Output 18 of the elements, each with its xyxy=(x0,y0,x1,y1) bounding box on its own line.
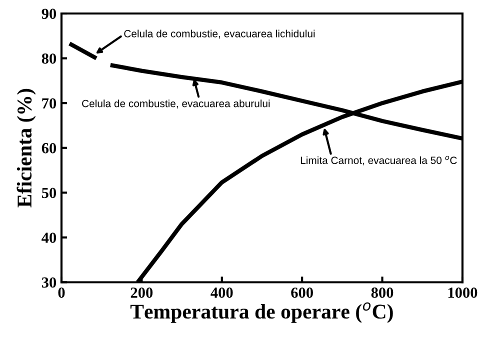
x-tick-label: 800 xyxy=(371,288,394,298)
y-tick-label: 60 xyxy=(42,143,56,154)
y-axis-title: Eficienta (%) xyxy=(16,88,36,208)
y-tick-label: 80 xyxy=(42,53,56,64)
x-tick-label: 0 xyxy=(58,288,65,298)
x-axis-title: Temperatura de operare ($^{o}$C) xyxy=(130,302,393,323)
x-tick-label: 400 xyxy=(210,288,233,298)
annotation: Celula de combustie, evacuarea aburului xyxy=(82,100,270,108)
x-tick-label: 1000 xyxy=(448,288,478,298)
x-tick-label: 200 xyxy=(130,288,153,298)
y-tick-label: 70 xyxy=(42,98,56,109)
y-tick-label: 30 xyxy=(42,277,56,288)
x-tick-label: 600 xyxy=(291,288,313,298)
annotation: Limita Carnot, evacuarea la 50 $^{o}$C xyxy=(300,156,457,166)
y-tick-label: 50 xyxy=(42,188,56,198)
y-tick-label: 90 xyxy=(42,8,56,19)
y-tick-label: 40 xyxy=(42,232,56,243)
annotation: Celula de combustie, evacuarea lichidului xyxy=(124,30,315,39)
